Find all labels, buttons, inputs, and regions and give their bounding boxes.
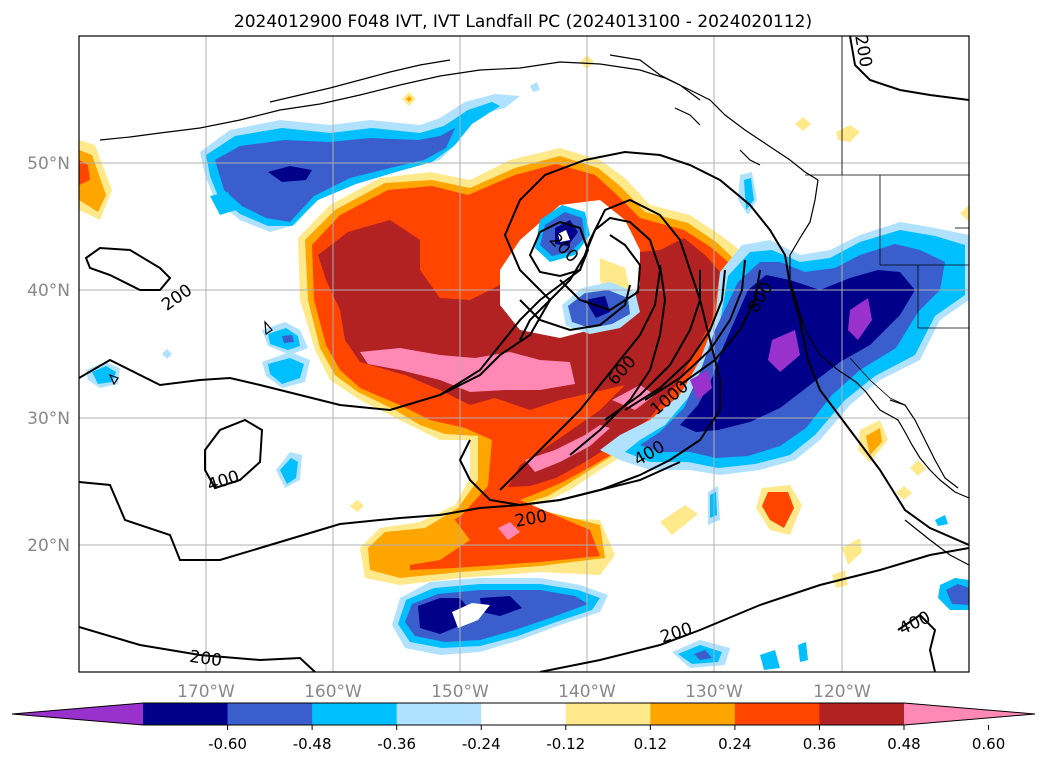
colorbar-tick-label: 0.24: [718, 735, 751, 753]
lon-label-150w: 150°W: [431, 682, 489, 702]
positive-anomaly-west: [79, 140, 112, 220]
ivt-contours: [79, 36, 969, 672]
contour-label: 200: [188, 647, 223, 671]
map-panel: 200 200 200 200 200 200 400 400 400 600 …: [78, 33, 970, 673]
lon-label-130w: 130°W: [685, 682, 743, 702]
colorbar-tick-label: 0.48: [887, 735, 920, 753]
colorbar-tick-label: -0.48: [293, 735, 332, 753]
colorbar-tick-label: -0.24: [462, 735, 501, 753]
lon-label-140w: 140°W: [558, 682, 616, 702]
colorbar-segment: [396, 703, 482, 725]
lat-label-20n: 20°N: [27, 536, 70, 556]
colorbar-tick-label: -0.12: [546, 735, 585, 753]
colorbar: -0.60 -0.48 -0.36 -0.24 -0.12 0.12 0.24 0.36 0.4…: [11, 702, 1036, 753]
colorbar-tick-label: 0.12: [634, 735, 667, 753]
lon-label-170w: 170°W: [177, 682, 235, 702]
colorbar-segment: [481, 703, 567, 725]
negative-anomaly-low-center: [535, 205, 640, 334]
colorbar-segment: [227, 703, 313, 725]
map-frame: [78, 35, 970, 673]
positive-anomaly-main: [298, 148, 760, 585]
lat-label-50n: 50°N: [27, 154, 70, 174]
colorbar-segment: [143, 703, 229, 725]
colorbar-segment: [650, 703, 736, 725]
latitude-labels: 20°N 30°N 40°N 50°N: [27, 154, 70, 556]
colorbar-extend-min: [12, 703, 143, 725]
gridlines: [79, 36, 969, 672]
lat-label-30n: 30°N: [27, 409, 70, 429]
figure-title: 2024012900 F048 IVT, IVT Landfall PC (20…: [234, 12, 812, 32]
negative-anomaly-specks: [86, 82, 948, 526]
longitude-labels: 170°W 160°W 150°W 140°W 130°W 120°W: [177, 682, 871, 702]
lat-label-40n: 40°N: [27, 281, 70, 301]
colorbar-tick-label: -0.60: [208, 735, 247, 753]
coastlines: [99, 54, 969, 566]
colorbar-segment: [312, 703, 398, 725]
negative-anomaly-south: [392, 486, 969, 670]
colorbar-segment: [565, 703, 651, 725]
lon-label-160w: 160°W: [304, 682, 362, 702]
colorbar-extend-max: [904, 703, 1035, 725]
colorbar-tick-label: 0.36: [803, 735, 836, 753]
ivt-pc-shading: [79, 55, 969, 670]
colorbar-tick-label: 0.60: [972, 735, 1005, 753]
borders: [805, 36, 969, 406]
lon-label-120w: 120°W: [813, 682, 871, 702]
colorbar-tick-label: -0.36: [377, 735, 416, 753]
colorbar-segment: [819, 703, 905, 725]
colorbar-segment: [734, 703, 820, 725]
colorbar-outline: [11, 702, 1036, 726]
